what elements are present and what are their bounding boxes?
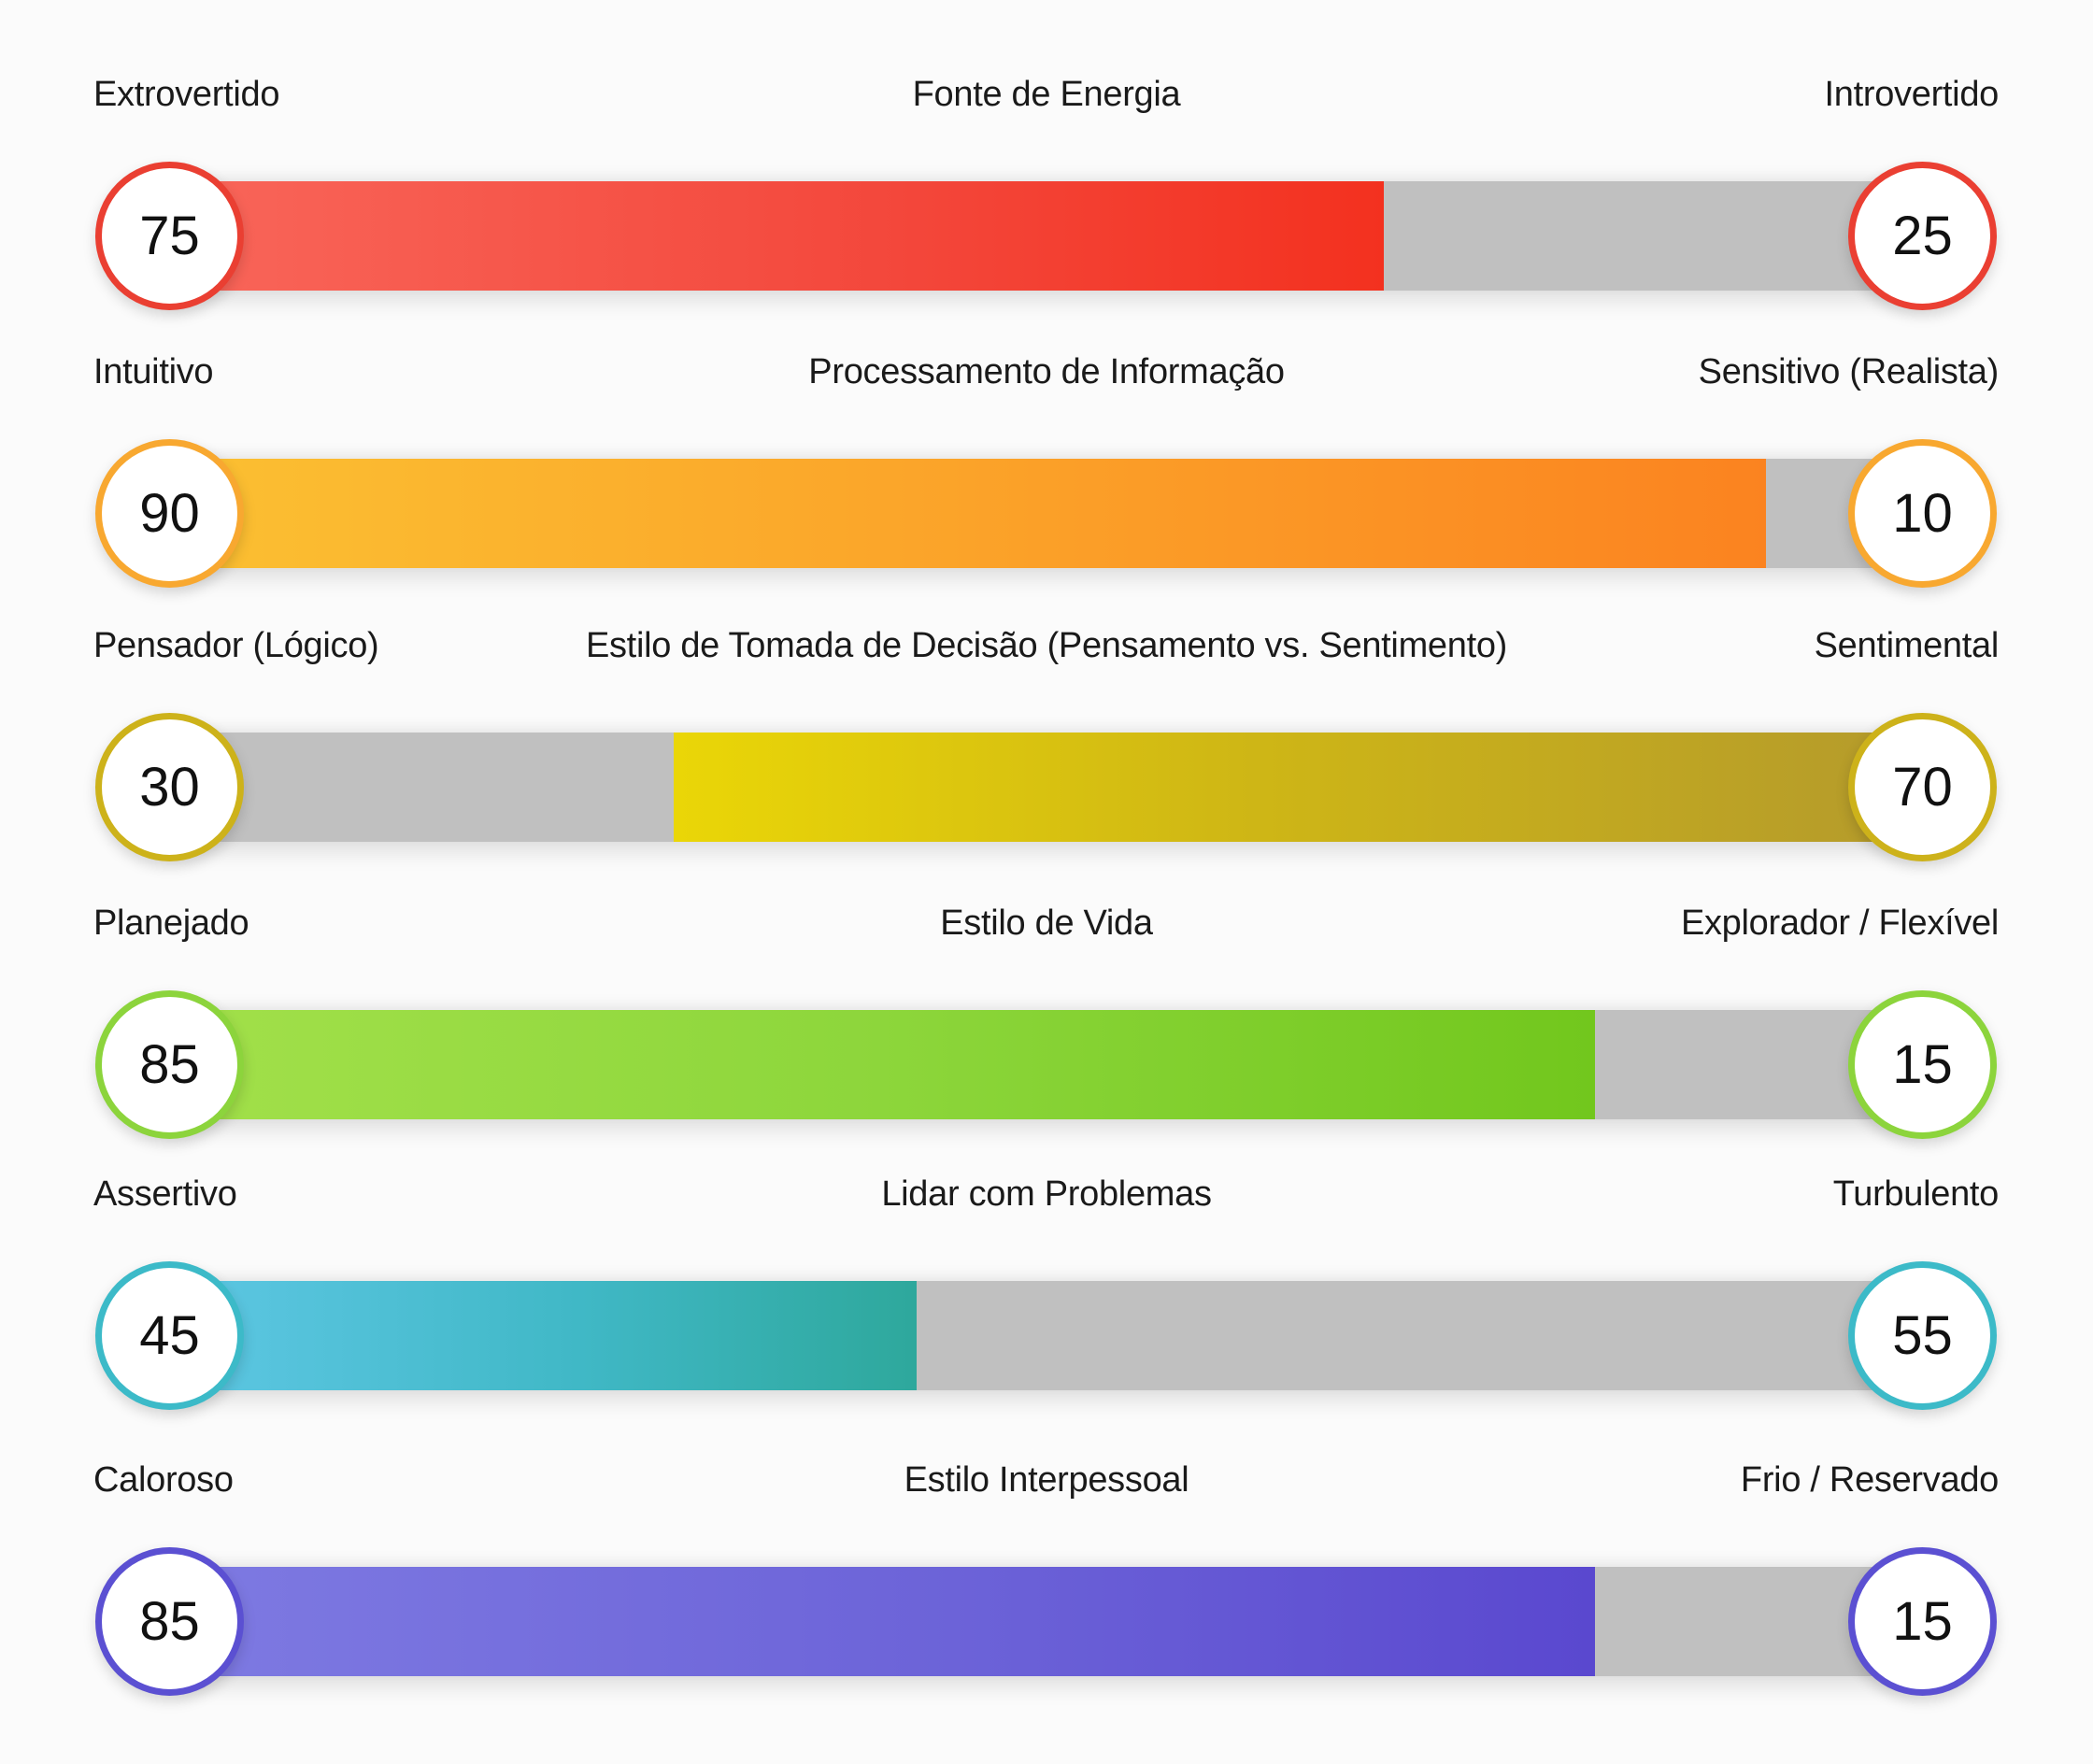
dimension-title: Estilo de Vida	[940, 903, 1153, 943]
trait-row: Intuitivo Processamento de Informação Se…	[0, 351, 2093, 594]
score-track	[169, 1010, 1922, 1119]
trait-row: Pensador (Lógico) Estilo de Tomada de De…	[0, 625, 2093, 868]
left-trait-label: Planejado	[93, 903, 249, 943]
trait-row: Extrovertido Fonte de Energia Introverti…	[0, 74, 2093, 317]
score-track	[169, 459, 1922, 568]
right-score-badge: 55	[1848, 1261, 1997, 1410]
score-track	[169, 181, 1922, 291]
dimension-title: Fonte de Energia	[912, 75, 1181, 114]
score-track	[169, 1567, 1922, 1676]
score-fill	[169, 459, 1766, 568]
left-score-badge: 85	[95, 990, 244, 1139]
dimension-title: Estilo de Tomada de Decisão (Pensamento …	[585, 626, 1508, 665]
score-fill	[169, 1010, 1595, 1119]
left-trait-label: Caloroso	[93, 1460, 234, 1500]
right-trait-label: Introvertido	[1824, 75, 2000, 114]
left-trait-label: Intuitivo	[93, 352, 214, 391]
right-trait-label: Explorador / Flexível	[1680, 903, 1999, 943]
dimension-title: Estilo Interpessoal	[904, 1460, 1189, 1500]
right-score-badge: 25	[1848, 162, 1997, 310]
right-trait-label: Frio / Reservado	[1740, 1460, 1999, 1500]
left-trait-label: Extrovertido	[93, 75, 280, 114]
score-fill	[169, 181, 1384, 291]
score-track	[169, 1281, 1922, 1390]
score-track	[169, 733, 1922, 842]
left-score-badge: 45	[95, 1261, 244, 1410]
right-score-badge: 10	[1848, 439, 1997, 588]
right-score-badge: 70	[1848, 713, 1997, 861]
score-fill	[674, 733, 1922, 842]
left-trait-label: Assertivo	[93, 1174, 237, 1214]
right-trait-label: Turbulento	[1832, 1174, 2000, 1214]
trait-row: Caloroso Estilo Interpessoal Frio / Rese…	[0, 1459, 2093, 1702]
left-score-badge: 75	[95, 162, 244, 310]
right-trait-label: Sensitivo (Realista)	[1698, 352, 2000, 391]
left-score-badge: 90	[95, 439, 244, 588]
score-fill	[169, 1281, 917, 1390]
right-score-badge: 15	[1848, 990, 1997, 1139]
left-score-badge: 85	[95, 1547, 244, 1696]
trait-row: Assertivo Lidar com Problemas Turbulento…	[0, 1174, 2093, 1416]
score-fill	[169, 1567, 1595, 1676]
right-score-badge: 15	[1848, 1547, 1997, 1696]
left-score-badge: 30	[95, 713, 244, 861]
dimension-title: Lidar com Problemas	[881, 1174, 1212, 1214]
right-trait-label: Sentimental	[1814, 626, 2000, 665]
dimension-title: Processamento de Informação	[808, 352, 1285, 391]
trait-row: Planejado Estilo de Vida Explorador / Fl…	[0, 903, 2093, 1145]
left-trait-label: Pensador (Lógico)	[93, 626, 379, 665]
